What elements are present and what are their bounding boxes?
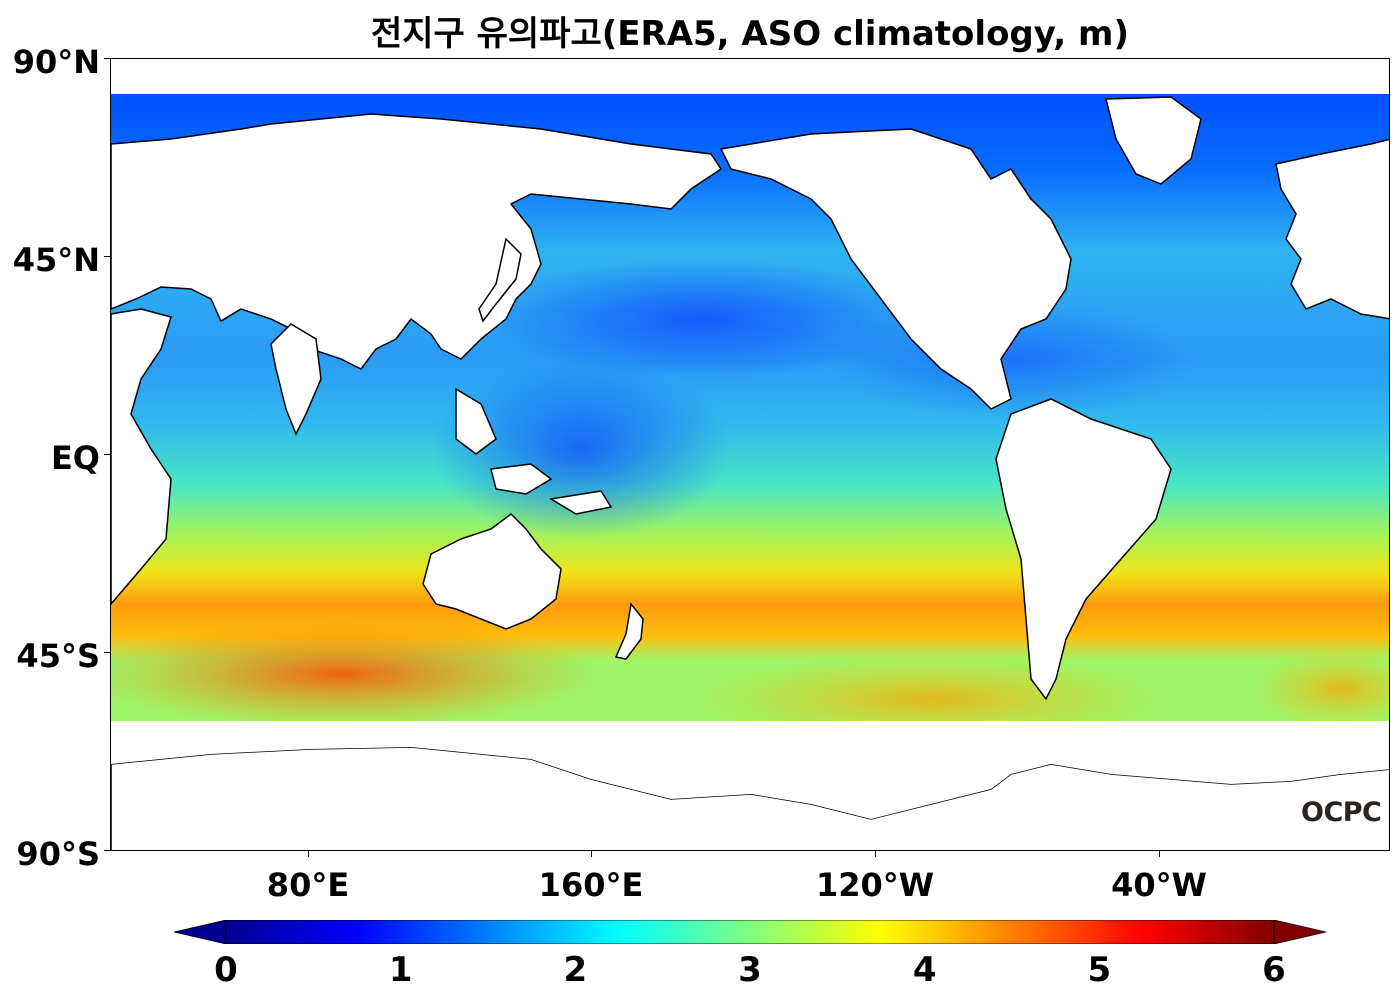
lon-tick bbox=[1159, 851, 1160, 857]
lat-tick bbox=[104, 850, 110, 851]
lon-label-160e: 160°E bbox=[538, 866, 644, 904]
lat-label-90s: 90°S bbox=[16, 835, 100, 873]
lon-label-40w: 40°W bbox=[1111, 866, 1207, 904]
ocpc-watermark: OCPC bbox=[1301, 797, 1382, 828]
lon-tick bbox=[875, 851, 876, 857]
wave-height-map[interactable]: OCPC bbox=[110, 58, 1390, 851]
arctic-no-data bbox=[111, 59, 1389, 93]
japan-landmass bbox=[478, 237, 522, 323]
new-guinea-landmass bbox=[548, 490, 613, 515]
colorbar-max-extend bbox=[1273, 920, 1326, 944]
africa-landmass bbox=[111, 308, 172, 606]
colorbar-min-extend bbox=[174, 920, 227, 944]
colorbar-tick-label: 4 bbox=[912, 950, 937, 990]
europe-landmass bbox=[1275, 138, 1389, 320]
lat-label-90n: 90°N bbox=[12, 43, 100, 81]
map-canvas bbox=[111, 59, 1389, 850]
lon-tick bbox=[308, 851, 309, 857]
southern-no-data bbox=[111, 721, 1389, 819]
colorbar-tick-label: 1 bbox=[388, 950, 413, 990]
high-wave-zone-atlantic bbox=[1251, 649, 1389, 729]
lat-label-45n: 45°N bbox=[12, 241, 100, 279]
colorbar-tick-label: 6 bbox=[1262, 950, 1286, 990]
calm-zone-maritime bbox=[431, 359, 731, 539]
india-landmass bbox=[270, 323, 322, 436]
high-wave-zone-indian bbox=[111, 619, 601, 729]
lon-label-80e: 80°E bbox=[266, 866, 350, 904]
land-masses bbox=[111, 96, 1389, 850]
indochina-landmass bbox=[455, 387, 497, 455]
colorbar bbox=[174, 920, 1326, 944]
colorbar-tick-label: 3 bbox=[738, 950, 762, 990]
lon-tick bbox=[591, 851, 592, 857]
colorbar-tick-label: 2 bbox=[563, 950, 588, 990]
north-america-landmass bbox=[719, 128, 1072, 410]
lon-label-120w: 120°W bbox=[815, 866, 935, 904]
new-zealand-landmass bbox=[614, 602, 644, 660]
greenland-landmass bbox=[1105, 96, 1202, 185]
lat-label-45s: 45°S bbox=[16, 637, 100, 675]
australia-landmass bbox=[422, 513, 562, 630]
colorbar-tick-label: 0 bbox=[214, 950, 238, 990]
colorbar-gradient bbox=[225, 920, 1275, 944]
map-title: 전지구 유의파고(ERA5, ASO climatology, m) bbox=[370, 14, 1130, 54]
calm-zone-pacific bbox=[481, 259, 921, 379]
colorbar-tick-label: 5 bbox=[1087, 950, 1112, 990]
lat-tick bbox=[104, 58, 110, 59]
borneo-landmass bbox=[490, 463, 553, 495]
lat-tick bbox=[104, 454, 110, 455]
lat-tick bbox=[104, 652, 110, 653]
asia-landmass bbox=[111, 113, 723, 370]
lat-tick bbox=[104, 256, 110, 257]
lat-label-eq: EQ bbox=[50, 439, 100, 477]
south-america-landmass bbox=[995, 398, 1172, 701]
